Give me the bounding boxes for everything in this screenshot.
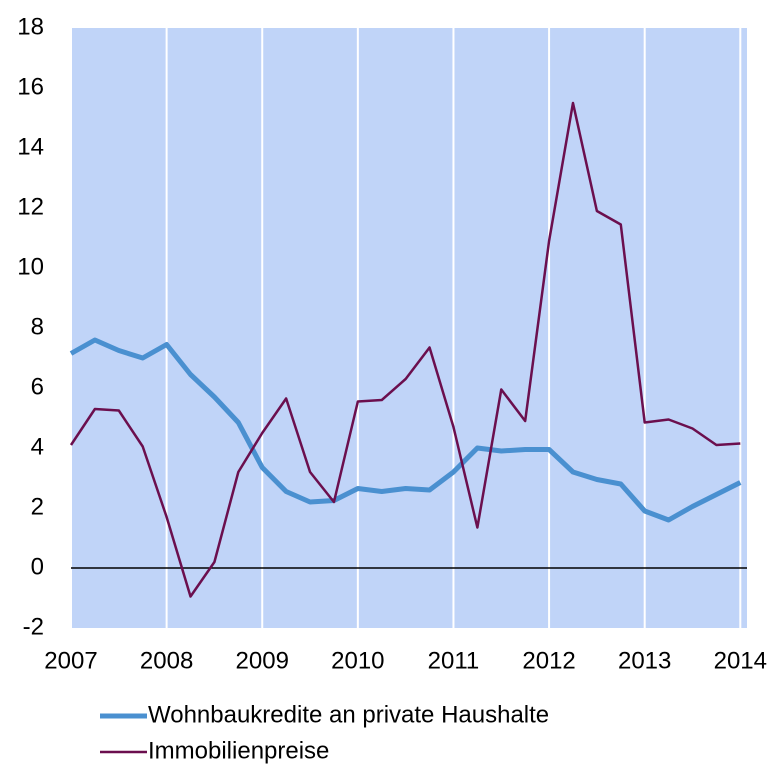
legend-label: Wohnbaukredite an private Haushalte: [148, 701, 549, 728]
y-tick-label: 2: [31, 493, 44, 520]
y-tick-label: 6: [31, 373, 44, 400]
x-tick-label: 2011: [428, 647, 480, 674]
x-tick-label: 2009: [236, 647, 289, 674]
x-tick-label: 2010: [331, 647, 384, 674]
x-tick-label: 2008: [140, 647, 193, 674]
y-tick-label: 4: [31, 433, 44, 460]
series-line: [69, 101, 741, 598]
y-tick-label: 14: [17, 133, 44, 160]
x-tick-label: 2012: [522, 647, 575, 674]
y-tick-label: 16: [17, 73, 44, 100]
y-tick-label: 12: [17, 193, 44, 220]
y-tick-label: 10: [17, 253, 44, 280]
y-tick-label: 8: [31, 313, 44, 340]
series-line: [69, 337, 742, 523]
x-tick-label: 2014: [714, 647, 767, 674]
x-tick-label: 2013: [618, 647, 671, 674]
y-tick-label: 0: [31, 553, 44, 580]
legend-label: Immobilienpreise: [148, 737, 329, 764]
y-tick-label: 18: [17, 13, 44, 40]
x-tick-label: 2007: [44, 647, 97, 674]
y-tick-label: -2: [23, 613, 44, 640]
